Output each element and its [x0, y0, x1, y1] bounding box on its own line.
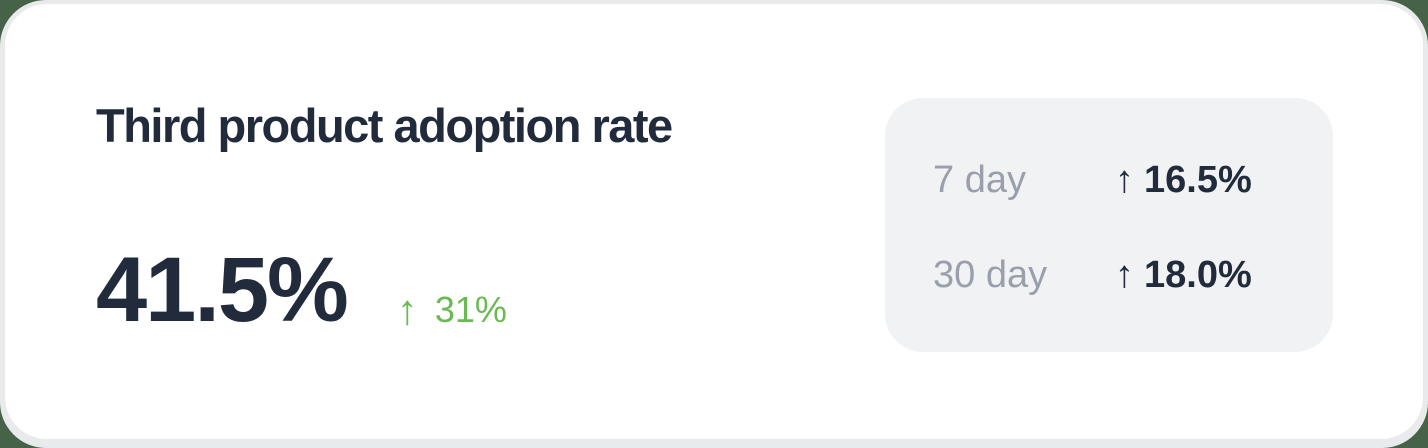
trend-value-30-day: ↑ 18.0%	[1115, 254, 1252, 298]
up-arrow-icon: ↑	[396, 286, 418, 333]
trend-label-7-day: 7 day	[933, 158, 1026, 201]
trend-value-text: 18.0%	[1144, 253, 1252, 296]
up-arrow-icon: ↑	[1115, 253, 1134, 296]
trend-value-text: 16.5%	[1144, 158, 1252, 201]
metric-row: 41.5% ↑ 31%	[96, 244, 507, 336]
metric-value: 41.5%	[96, 239, 349, 341]
metric-change-value: 31%	[434, 289, 507, 331]
trend-value-7-day: ↑ 16.5%	[1115, 159, 1252, 203]
up-arrow-icon: ↑	[1115, 158, 1134, 201]
kpi-card: Third product adoption rate 41.5% ↑ 31% …	[5, 4, 1423, 439]
trend-row-7-day: 7 day ↑ 16.5%	[933, 159, 1293, 203]
card-title: Third product adoption rate	[96, 99, 673, 152]
trend-panel: 7 day ↑ 16.5% 30 day ↑ 18.0%	[885, 98, 1333, 352]
metric-change: ↑ 31%	[397, 289, 507, 331]
trend-label-30-day: 30 day	[933, 253, 1048, 296]
trend-row-30-day: 30 day ↑ 18.0%	[933, 254, 1293, 298]
